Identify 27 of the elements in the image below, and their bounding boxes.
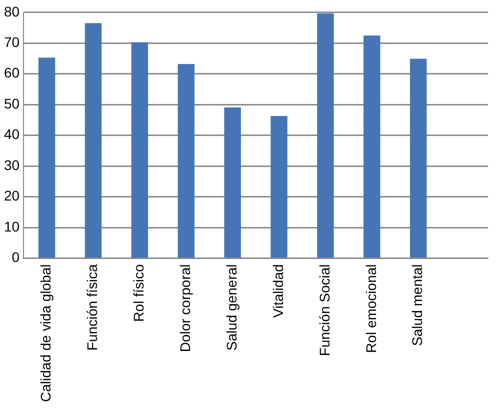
bar — [178, 64, 194, 258]
bar — [38, 58, 56, 258]
y-tick-label: 0 — [12, 249, 20, 266]
bar — [131, 42, 148, 258]
y-tick-label: 60 — [4, 64, 20, 81]
x-tick-label: Calidad de vida global — [38, 264, 54, 402]
x-tick-label: Dolor corporal — [176, 264, 193, 352]
y-tick-label: 30 — [4, 156, 20, 173]
bar — [84, 23, 102, 258]
x-tick-label: Rol emocional — [362, 264, 379, 353]
x-tick-label: Rol físico — [130, 264, 147, 322]
y-tick-label: 70 — [4, 34, 20, 50]
x-tick-label: Función física — [84, 264, 100, 351]
y-tick-label: 80 — [4, 3, 20, 20]
bar — [317, 13, 334, 258]
y-tick-label: 10 — [4, 218, 20, 234]
y-tick-label: 20 — [4, 188, 20, 204]
bar — [410, 58, 427, 258]
x-tick-label: Salud general — [223, 264, 240, 351]
y-tick-label: 50 — [4, 95, 20, 112]
x-tick-label: Salud mental — [409, 264, 426, 346]
x-tick-label: Vitalidad — [270, 264, 286, 318]
x-tick-label: Función Social — [316, 264, 332, 356]
bar — [224, 107, 241, 258]
y-tick-label: 40 — [4, 126, 20, 142]
bar — [270, 116, 288, 258]
bar — [364, 35, 380, 258]
